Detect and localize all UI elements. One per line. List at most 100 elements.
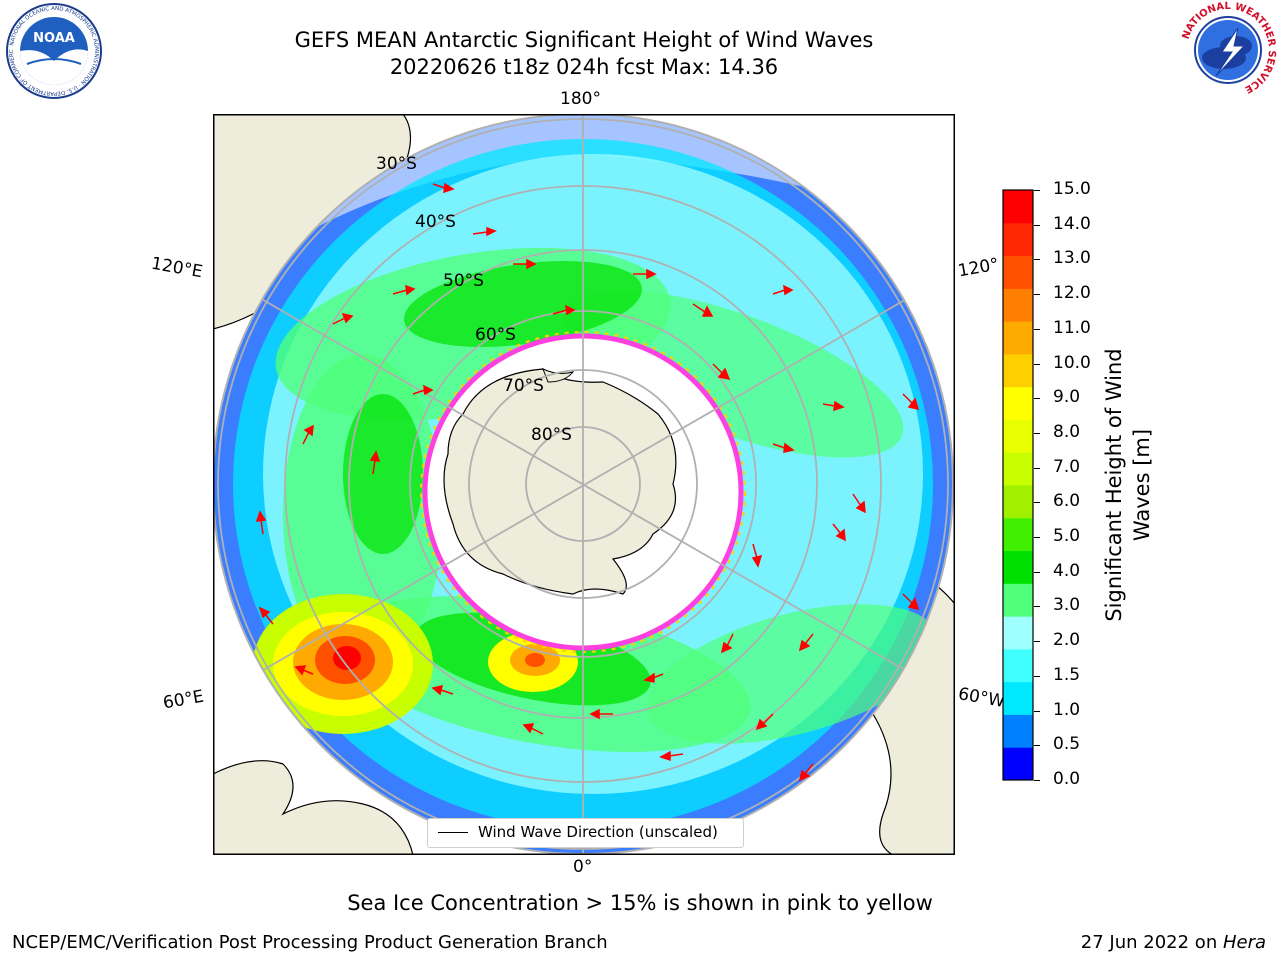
colorbar-tick-label: 6.0 (1053, 491, 1081, 512)
lon-label-120e: 120°E (149, 253, 205, 283)
colorbar-segment (1003, 419, 1033, 453)
colorbar-tick-label: 5.0 (1053, 526, 1081, 547)
wave-arrow-icon (633, 268, 657, 280)
wave-arrow-icon (392, 284, 416, 296)
lon-label-180: 180° (560, 89, 601, 109)
wave-arrow-icon (552, 304, 576, 316)
lon-label-0: 0° (573, 857, 593, 877)
colorbar-segment (1003, 616, 1033, 650)
colorbar-tick-label: 1.5 (1053, 664, 1081, 685)
antarctic-wave-map: 30°S 40°S 50°S 60°S 70°S 80°S (213, 114, 955, 855)
colorbar-label-line2: Waves [m] (1130, 428, 1154, 542)
colorbar-segment (1003, 353, 1033, 388)
date-value: 27 Jun 2022 on (1080, 932, 1223, 953)
wave-arrow-icon (720, 633, 734, 654)
wave-arrow-icon (659, 750, 684, 762)
wave-arrow-icon (822, 400, 845, 412)
wave-arrow-icon (798, 633, 814, 652)
lon-label-60w: 60°W (956, 684, 1007, 712)
colorbar-tick-mark (1034, 745, 1040, 747)
wave-arrow-icon (832, 523, 846, 542)
wave-arrow-icon (294, 665, 314, 676)
wave-arrow-icon (712, 363, 731, 381)
colorbar-segment (1003, 681, 1033, 715)
colorbar-tick-label: 11.0 (1053, 317, 1091, 338)
colorbar-tick-mark (1034, 398, 1040, 400)
legend-line-icon (438, 832, 468, 833)
colorbar-segment (1003, 648, 1033, 683)
colorbar-segment (1003, 485, 1033, 519)
wave-arrow-icon (692, 303, 714, 317)
lat-label-50s: 50°S (443, 271, 484, 291)
map-title: GEFS MEAN Antarctic Significant Height o… (294, 28, 874, 52)
wave-arrow-icon (302, 424, 314, 445)
colorbar-tick-label: 9.0 (1053, 387, 1081, 408)
legend-label: Wind Wave Direction (unscaled) (478, 823, 718, 841)
colorbar-tick-mark (1034, 606, 1040, 608)
colorbar-tick-mark (1034, 259, 1040, 261)
colorbar-tick-mark (1034, 641, 1040, 643)
colorbar-segment (1003, 517, 1033, 552)
colorbar-tick-label: 13.0 (1053, 248, 1091, 269)
colorbar-tick-mark (1034, 294, 1040, 296)
wave-arrow-icon (258, 606, 274, 625)
sea-ice-note: Sea Ice Concentration > 15% is shown in … (347, 891, 933, 915)
colorbar-tick-label: 0.5 (1053, 734, 1081, 755)
noaa-logo-icon: NOAA NATIONAL OCEANIC AND ATMOSPHERIC AD… (5, 2, 102, 99)
colorbar-tick-mark (1034, 432, 1040, 434)
colorbar-segment (1003, 321, 1033, 355)
colorbar-tick-mark (1034, 502, 1040, 504)
colorbar-segment (1003, 747, 1033, 781)
wave-arrow-icon (751, 543, 763, 568)
colorbar-tick-label: 8.0 (1053, 421, 1081, 442)
colorbar-label-line1: Significant Height of Wind (1102, 348, 1126, 622)
colorbar-tick-mark (1034, 710, 1040, 712)
colorbar-tick-mark (1034, 537, 1040, 539)
colorbar-tick-mark (1034, 467, 1040, 469)
colorbar-label: Significant Height of Wind Waves [m] (1100, 285, 1160, 685)
colorbar-tick-mark (1034, 675, 1040, 677)
colorbar-segment (1003, 255, 1033, 289)
colorbar-tick-mark (1034, 328, 1040, 330)
colorbar-tick-label: 10.0 (1053, 352, 1091, 373)
colorbar-tick-label: 1.0 (1053, 699, 1081, 720)
wave-arrow-icon (772, 284, 794, 296)
wave-arrow-icon (431, 685, 454, 696)
colorbar-segment (1003, 386, 1033, 420)
noaa-logo-text: NOAA (33, 31, 75, 46)
wave-arrow-icon (902, 593, 920, 611)
colorbar-tick-label: 0.0 (1053, 769, 1081, 789)
wave-arrow-icon (755, 713, 774, 731)
colorbar-tick-label: 14.0 (1053, 213, 1091, 234)
lon-label-120w: 120° (956, 254, 1001, 282)
wave-arrow-icon (852, 493, 866, 514)
wave-arrow-icon (332, 312, 354, 325)
wave-arrow-icon (255, 510, 267, 535)
colorbar (1002, 189, 1034, 781)
colorbar-tick-label: 15.0 (1053, 179, 1091, 199)
wave-arrow-icon (902, 393, 920, 411)
colorbar-segment (1003, 452, 1033, 486)
colorbar-tick-mark (1034, 571, 1040, 573)
wave-arrow-icon (772, 442, 795, 453)
lat-label-70s: 70°S (503, 376, 544, 396)
colorbar-tick-label: 7.0 (1053, 456, 1081, 477)
lat-label-40s: 40°S (415, 212, 456, 232)
colorbar-segment (1003, 288, 1033, 322)
colorbar-tick-label: 2.0 (1053, 630, 1081, 651)
credit-text: NCEP/EMC/Verification Post Processing Pr… (12, 932, 608, 953)
map-subtitle: 20220626 t18z 024h fcst Max: 14.36 (389, 55, 779, 79)
wave-arrow-icon (432, 182, 455, 194)
colorbar-tick-label: 4.0 (1053, 560, 1081, 581)
wave-arrow-icon (798, 763, 814, 782)
colorbar-segment (1003, 550, 1033, 584)
wave-arrow-icon (643, 672, 664, 683)
wave-arrow-icon (522, 723, 544, 735)
lat-label-80s: 80°S (531, 425, 572, 445)
lat-label-30s: 30°S (376, 154, 417, 174)
machine-name: Hera (1222, 932, 1266, 953)
wave-arrow-icon (472, 226, 497, 237)
wave-arrow-icon (513, 258, 537, 270)
colorbar-tick-mark (1034, 190, 1040, 191)
wave-arrow-icon (589, 708, 613, 720)
